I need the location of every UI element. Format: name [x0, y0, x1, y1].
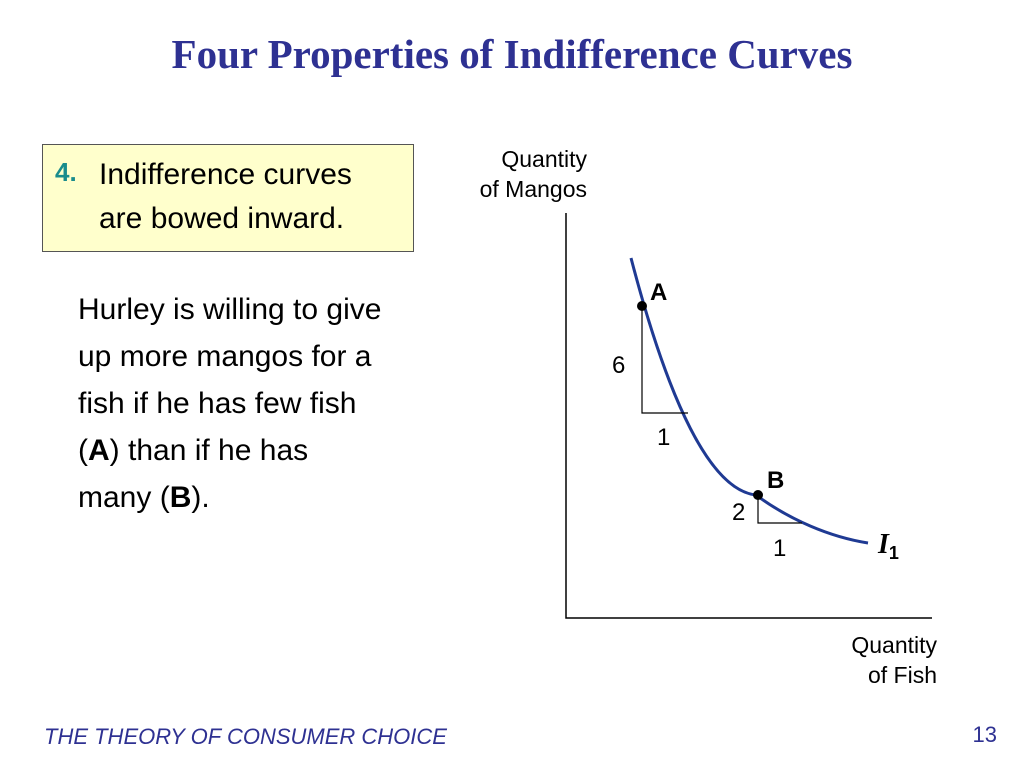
indifference-curve: [629, 257, 869, 545]
x-axis-label-line-1: Quantity: [851, 632, 937, 658]
rise-label-a: 6: [612, 352, 625, 379]
point-a-label: A: [650, 279, 667, 306]
explanation-point-a: A: [88, 434, 110, 467]
explanation-line-5-start: many (: [78, 481, 170, 514]
explanation-line-4: (A) than if he has: [78, 427, 450, 474]
curve-label: I1: [877, 529, 899, 563]
y-axis-label: Quantity of Mangos: [420, 144, 587, 204]
explanation-line-1: Hurley is willing to give: [78, 293, 382, 326]
explanation-line-2: up more mangos for a: [78, 340, 372, 373]
explanation-line-3: fish if he has few fish: [78, 387, 357, 420]
x-axis-label: Quantity of Fish: [760, 630, 937, 690]
curve-label-letter: I: [877, 529, 890, 560]
callout-line-1: Indifference curves: [99, 158, 352, 191]
explanation-line-5-end: ).: [191, 481, 210, 514]
y-axis-label-line-2: of Mangos: [479, 176, 587, 202]
curve-label-subscript: 1: [889, 543, 899, 563]
page-number: 13: [972, 722, 997, 747]
slide-title: Four Properties of Indifference Curves: [171, 31, 853, 77]
callout-number: 4.: [55, 157, 77, 187]
run-label-a: 1: [657, 424, 670, 451]
explanation-point-b: B: [169, 481, 192, 514]
run-label-b: 1: [773, 535, 786, 562]
footer-text: THE THEORY OF CONSUMER CHOICE: [44, 724, 447, 749]
triangle-at-b: [757, 495, 802, 524]
x-axis-label-line-2: of Fish: [867, 662, 937, 688]
triangle-at-a: [641, 306, 688, 414]
explanation-line-4-rest: ) than if he has: [109, 434, 309, 467]
point-b-dot: [753, 490, 763, 500]
explanation-paren-open: (: [78, 434, 88, 467]
point-b-label: B: [767, 467, 784, 494]
callout-box: 4. Indifference curves are bowed inward.: [42, 144, 414, 252]
axes: [565, 213, 932, 619]
callout-line-2: are bowed inward.: [99, 202, 345, 235]
y-axis-label-line-1: Quantity: [501, 146, 587, 172]
callout-text: Indifference curves are bowed inward.: [99, 153, 352, 241]
explanation-text: Hurley is willing to give up more mangos…: [78, 286, 450, 521]
rise-label-b: 2: [732, 499, 745, 526]
explanation-line-5: many (B).: [78, 474, 450, 521]
point-a-dot: [637, 301, 647, 311]
